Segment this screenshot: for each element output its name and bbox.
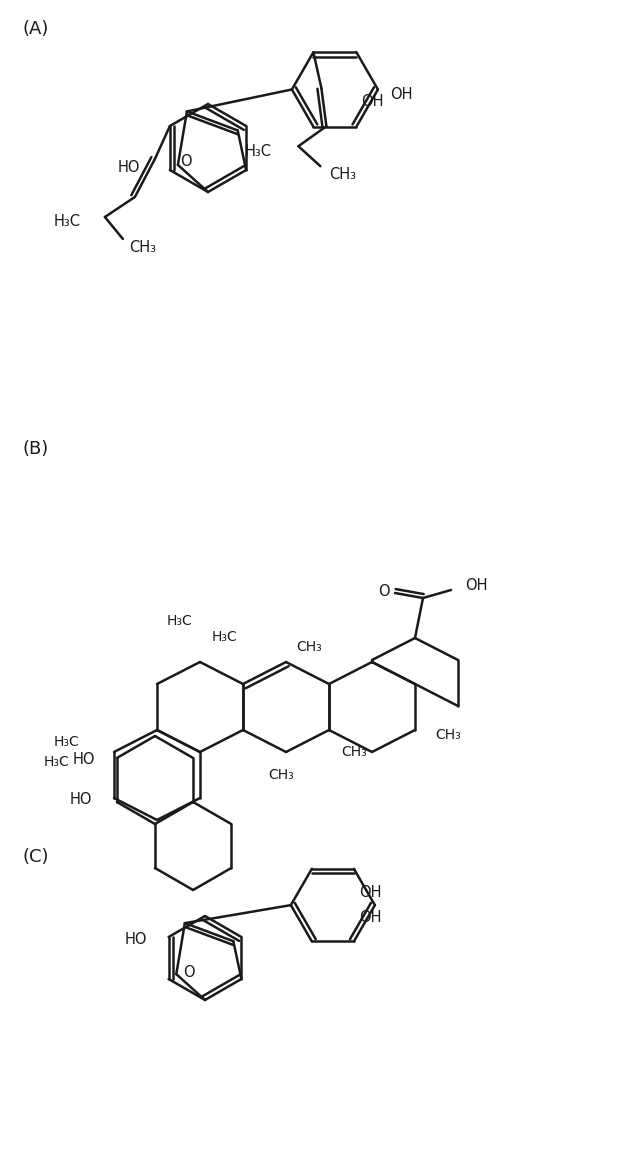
Text: O: O (180, 154, 192, 170)
Text: CH₃: CH₃ (268, 768, 294, 782)
Text: HO: HO (124, 931, 147, 947)
Text: CH₃: CH₃ (329, 166, 356, 181)
Text: HO: HO (117, 160, 140, 176)
Text: OH: OH (465, 578, 487, 593)
Text: H₃C: H₃C (212, 629, 238, 644)
Text: CH₃: CH₃ (129, 240, 156, 255)
Text: OH: OH (361, 94, 384, 109)
Text: OH: OH (390, 87, 412, 102)
Text: H₃C: H₃C (43, 755, 69, 769)
Text: O: O (183, 964, 195, 979)
Text: (A): (A) (22, 20, 48, 37)
Text: H₃C: H₃C (166, 614, 192, 628)
Text: H₃C: H₃C (245, 144, 272, 159)
Text: O: O (378, 584, 390, 599)
Text: CH₃: CH₃ (435, 728, 461, 742)
Text: H₃C: H₃C (53, 214, 80, 229)
Text: HO: HO (70, 792, 92, 807)
Text: CH₃: CH₃ (341, 745, 367, 759)
Text: OH: OH (359, 885, 381, 900)
Text: (B): (B) (22, 440, 48, 457)
Text: (C): (C) (22, 848, 48, 866)
Text: H₃C: H₃C (53, 735, 79, 749)
Text: HO: HO (73, 752, 95, 768)
Text: OH: OH (359, 910, 381, 925)
Text: CH₃: CH₃ (296, 640, 322, 654)
